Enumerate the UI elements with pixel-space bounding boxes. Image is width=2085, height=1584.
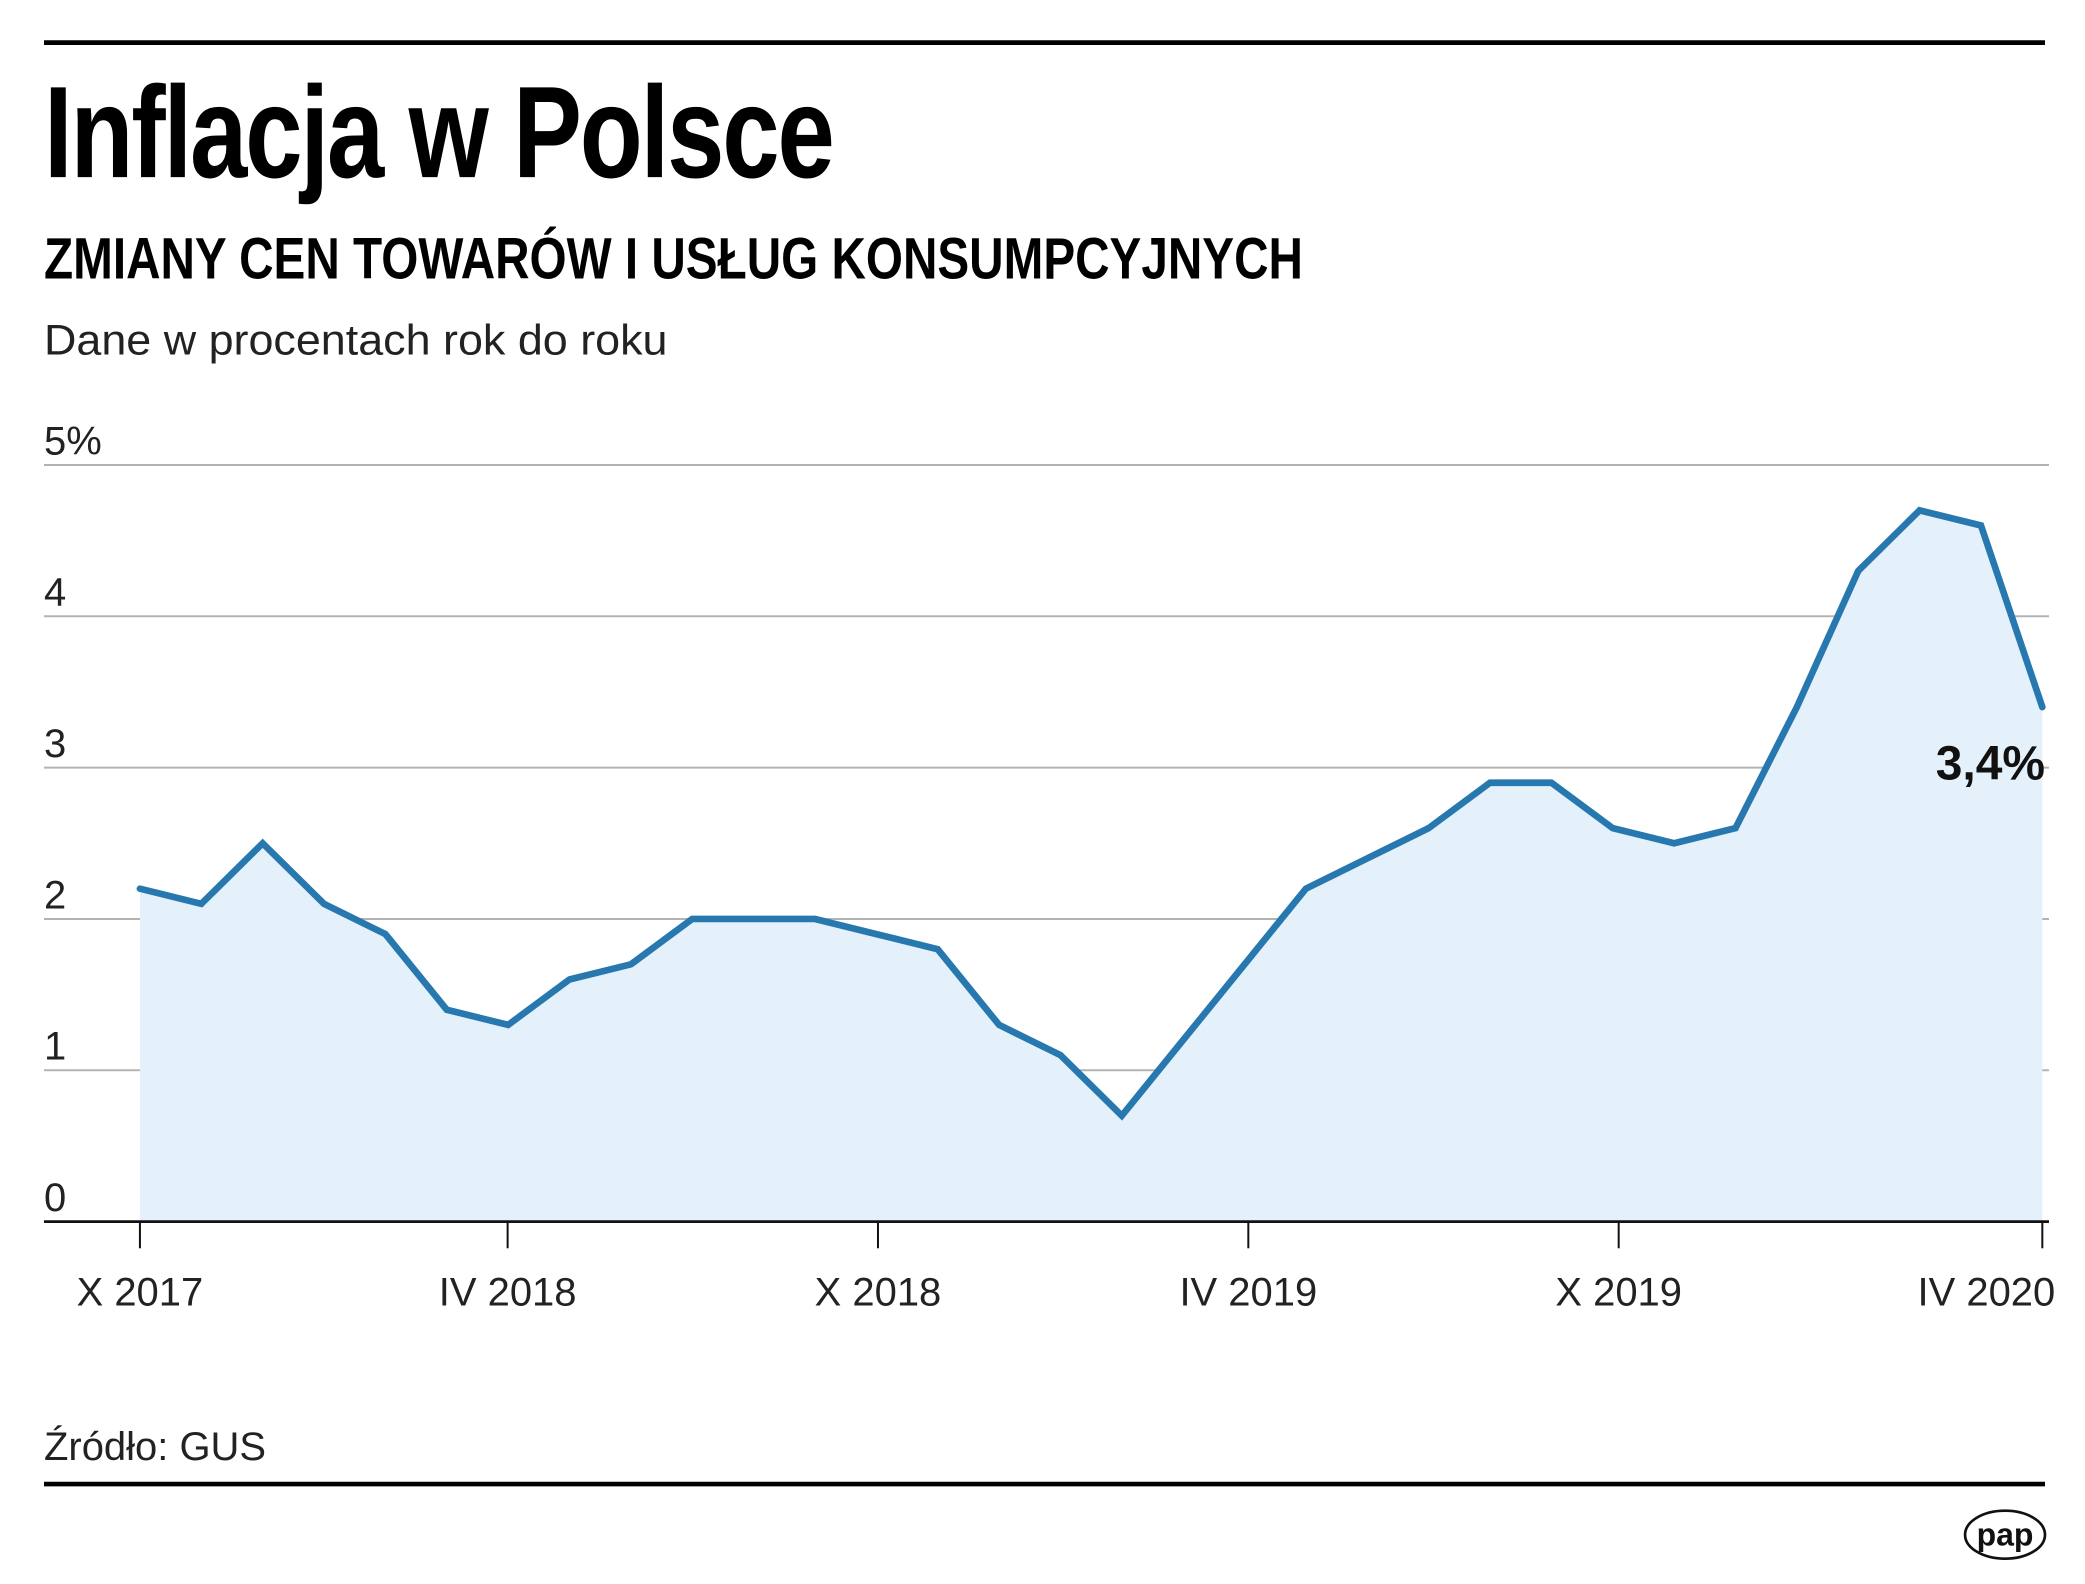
logo-ellipse-icon (1963, 1509, 2047, 1561)
source-note: Źródło: GUS (44, 1424, 266, 1469)
x-tick-label: IV 2019 (1179, 1271, 1317, 1315)
y-tick-label: 5% (44, 419, 102, 463)
x-tick-label: X 2019 (1555, 1271, 1682, 1315)
y-axis-labels: 0 1 2 3 4 5% (44, 419, 102, 1220)
y-tick-label: 4 (44, 571, 66, 615)
x-tick-label: X 2017 (77, 1271, 204, 1315)
pap-logo: pap (1963, 1509, 2047, 1561)
y-tick-label: 0 (44, 1176, 66, 1220)
y-tick-label: 3 (44, 722, 66, 766)
inflation-line (136, 506, 2046, 1121)
y-tick-label: 1 (44, 1025, 66, 1069)
area-fill (139, 510, 2043, 1222)
x-tick-label: IV 2018 (439, 1271, 577, 1315)
last-value-label: 3,4% (1936, 737, 2045, 790)
chart-subtitle: ZMIANY CEN TOWARÓW I USŁUG KONSUMPCYJNYC… (44, 225, 1303, 291)
page-title: Inflacja w Polsce (44, 59, 833, 205)
x-axis-ticks: X 2017 IV 2018 X 2018 IV 2019 X 2019 IV 2020 (77, 1221, 2056, 1315)
x-tick-label: IV 2020 (1918, 1271, 2056, 1315)
x-tick-label: X 2018 (815, 1271, 942, 1315)
units-note: Dane w procentach rok do roku (44, 316, 667, 364)
logo-text: pap (1977, 1516, 2034, 1552)
y-tick-label: 2 (44, 873, 66, 917)
